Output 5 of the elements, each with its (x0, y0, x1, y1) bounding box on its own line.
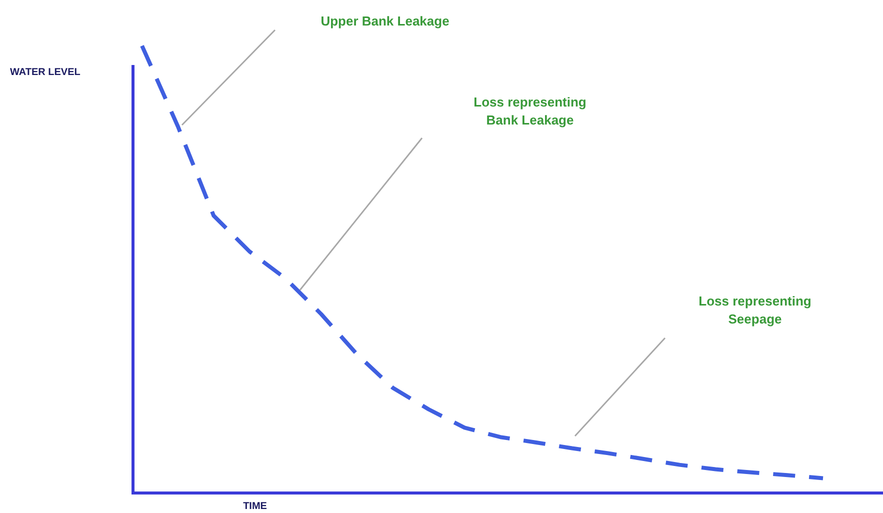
annotation: Loss representing Seepage (698, 294, 812, 327)
annotation: Loss representing Bank Leakage (474, 94, 586, 128)
y-axis-title: WATER LEVEL (10, 66, 80, 78)
x-axis-title: TIME (243, 500, 268, 512)
text: Upper Bank Leakage (320, 14, 450, 29)
